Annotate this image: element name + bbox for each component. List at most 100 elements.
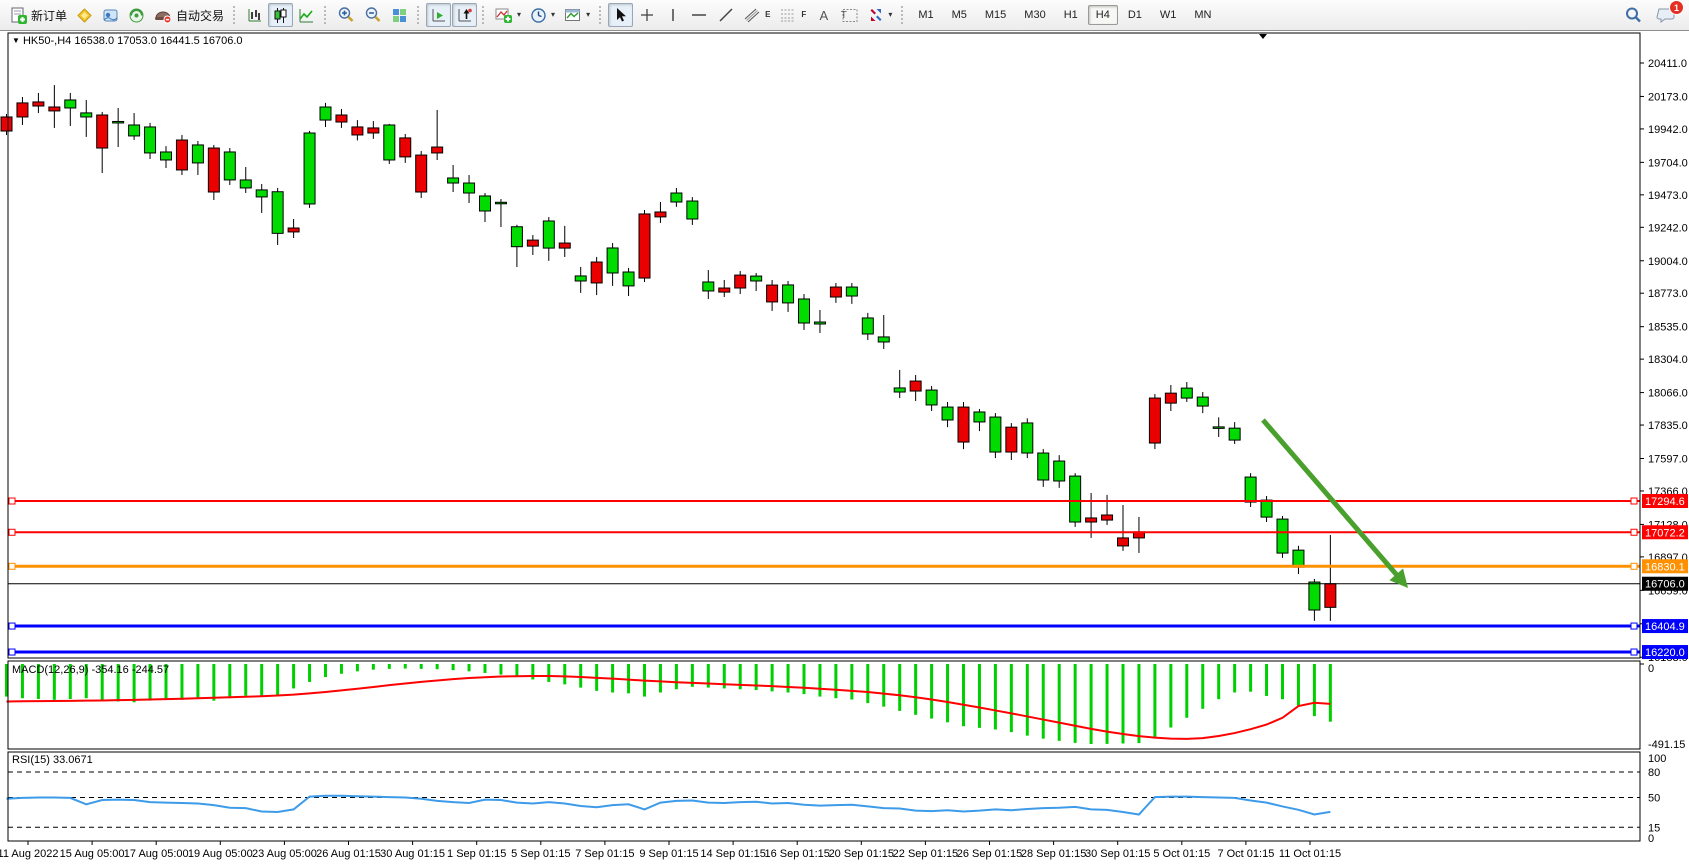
price-label-box <box>1642 494 1688 509</box>
date-label: 9 Sep 01:15 <box>639 848 698 860</box>
hline-handle[interactable] <box>1630 648 1638 656</box>
arrows-button[interactable]: ▾ <box>864 3 896 27</box>
date-label: 26 Aug 01:15 <box>316 848 381 860</box>
timeframe-button-H1[interactable]: H1 <box>1063 9 1078 21</box>
notifications-button[interactable]: 1 <box>1652 0 1684 27</box>
market-icon <box>129 8 144 22</box>
candle-body <box>1164 392 1177 404</box>
price-label-text: 16706.0 <box>1645 579 1685 591</box>
autotrading-button[interactable]: 自动交易 <box>150 3 228 27</box>
trend-arrow-head[interactable] <box>1389 568 1408 588</box>
price-tick-label: 17597.0 <box>1648 454 1688 466</box>
hline-handle[interactable] <box>8 497 16 505</box>
price-label-box <box>1642 619 1688 634</box>
fibonacci-button[interactable]: F <box>775 3 810 27</box>
candle-body <box>1212 426 1225 429</box>
timeframe-bar: M1 M5 M15 M30 H1 H4 D1 W1 MN <box>910 5 1219 25</box>
line-chart-button[interactable] <box>294 3 319 27</box>
vertical-line-button[interactable] <box>660 3 685 27</box>
candle-body <box>1244 476 1257 503</box>
hline-handle[interactable] <box>1630 528 1638 536</box>
chart-shift-button[interactable] <box>452 3 478 27</box>
candlestick-chart-icon <box>274 7 287 23</box>
candle-body <box>1069 475 1082 523</box>
candle-body <box>351 126 364 136</box>
price-label-box <box>1642 645 1688 660</box>
new-order-label: 新订单 <box>31 8 68 23</box>
date-label: 5 Oct 01:15 <box>1153 848 1210 860</box>
market-button[interactable] <box>124 3 149 27</box>
candle-body <box>223 151 236 181</box>
zoom-in-button[interactable] <box>333 3 359 27</box>
text-label-button[interactable]: T <box>837 3 863 27</box>
trendline-button[interactable] <box>713 3 738 27</box>
price-tick-label: 20173.0 <box>1648 91 1688 103</box>
date-label: 11 Aug 2022 <box>0 848 58 860</box>
text-button[interactable]: A <box>811 3 836 27</box>
candle-body <box>670 192 683 203</box>
candle-body <box>798 298 810 324</box>
candlestick-chart-button[interactable] <box>268 3 294 27</box>
templates-button[interactable]: ▾ <box>560 3 594 27</box>
candle-body <box>893 387 906 393</box>
hline-handle[interactable] <box>1630 622 1638 630</box>
price-tick-label: 19942.0 <box>1648 124 1688 136</box>
timeframe-button-MN[interactable]: MN <box>1194 9 1212 21</box>
timeframe-button-M15[interactable]: M15 <box>984 9 1007 21</box>
candle-body <box>1101 514 1114 521</box>
hline-handle[interactable] <box>8 528 16 536</box>
macd-signal-line <box>6 675 1331 740</box>
search-button[interactable] <box>1620 3 1646 27</box>
auto-scroll-button[interactable] <box>426 3 452 27</box>
zoom-out-button[interactable] <box>360 3 386 27</box>
date-label: 7 Sep 01:15 <box>575 848 634 860</box>
hline-handle[interactable] <box>8 562 16 570</box>
main-toolbar: 新订单 自动交易 <box>0 0 1689 31</box>
timeframe-button-H4[interactable]: H4 <box>1087 5 1118 25</box>
rsi-axis-label: 15 <box>1648 822 1660 834</box>
channel-tool-letter: E <box>765 10 771 19</box>
candle-body <box>1148 397 1161 444</box>
hline-handle[interactable] <box>8 648 16 656</box>
chart-collapse-icon[interactable]: ▼ <box>12 36 20 45</box>
timeframe-button-D1[interactable]: D1 <box>1127 9 1142 21</box>
text-label-letter: T <box>840 9 847 21</box>
text-label-icon <box>842 8 858 22</box>
date-label: 30 Aug 01:15 <box>380 848 445 860</box>
horizontal-line-button[interactable] <box>686 3 712 27</box>
strategy-tester-button[interactable] <box>98 3 123 27</box>
hline-handle[interactable] <box>1630 562 1638 570</box>
trend-arrow-line[interactable] <box>1261 418 1401 580</box>
candle-body <box>96 114 109 149</box>
candle-body <box>32 101 45 107</box>
hline-handle[interactable] <box>8 622 16 630</box>
timeframe-button-M5[interactable]: M5 <box>951 9 967 21</box>
chart-title: ▼ HK50-,H4 16538.0 17053.0 16441.5 16706… <box>12 35 243 47</box>
new-order-button[interactable]: 新订单 <box>6 3 71 27</box>
candle-body <box>319 106 332 121</box>
candle-body <box>973 411 986 423</box>
toolbar-separator <box>598 5 603 25</box>
price-tick-label: 19704.0 <box>1648 157 1688 169</box>
candle-body <box>1180 387 1193 399</box>
bar-chart-button[interactable] <box>242 3 267 27</box>
hline-handle[interactable] <box>1630 497 1638 505</box>
bar-chart-icon <box>248 8 262 21</box>
indicators-button[interactable]: ▾ <box>491 3 525 27</box>
equidistant-channel-button[interactable]: E <box>739 3 774 27</box>
candle-body <box>718 287 731 293</box>
timeframe-button-M1[interactable]: M1 <box>918 9 934 21</box>
price-tick-label: 20411.0 <box>1648 58 1687 70</box>
tile-windows-button[interactable] <box>387 3 412 27</box>
price-tick-label: 17835.0 <box>1648 420 1688 432</box>
macd-axis-zero: 0 <box>1648 663 1654 675</box>
price-label-text: 16404.9 <box>1645 621 1685 633</box>
candle-body <box>207 147 220 193</box>
periods-button[interactable]: ▾ <box>526 3 559 27</box>
metaeditor-button[interactable] <box>72 3 97 27</box>
cursor-button[interactable] <box>608 3 634 27</box>
timeframe-button-M30[interactable]: M30 <box>1024 9 1046 21</box>
crosshair-button[interactable] <box>634 3 659 27</box>
timeframe-button-W1[interactable]: W1 <box>1159 9 1177 21</box>
